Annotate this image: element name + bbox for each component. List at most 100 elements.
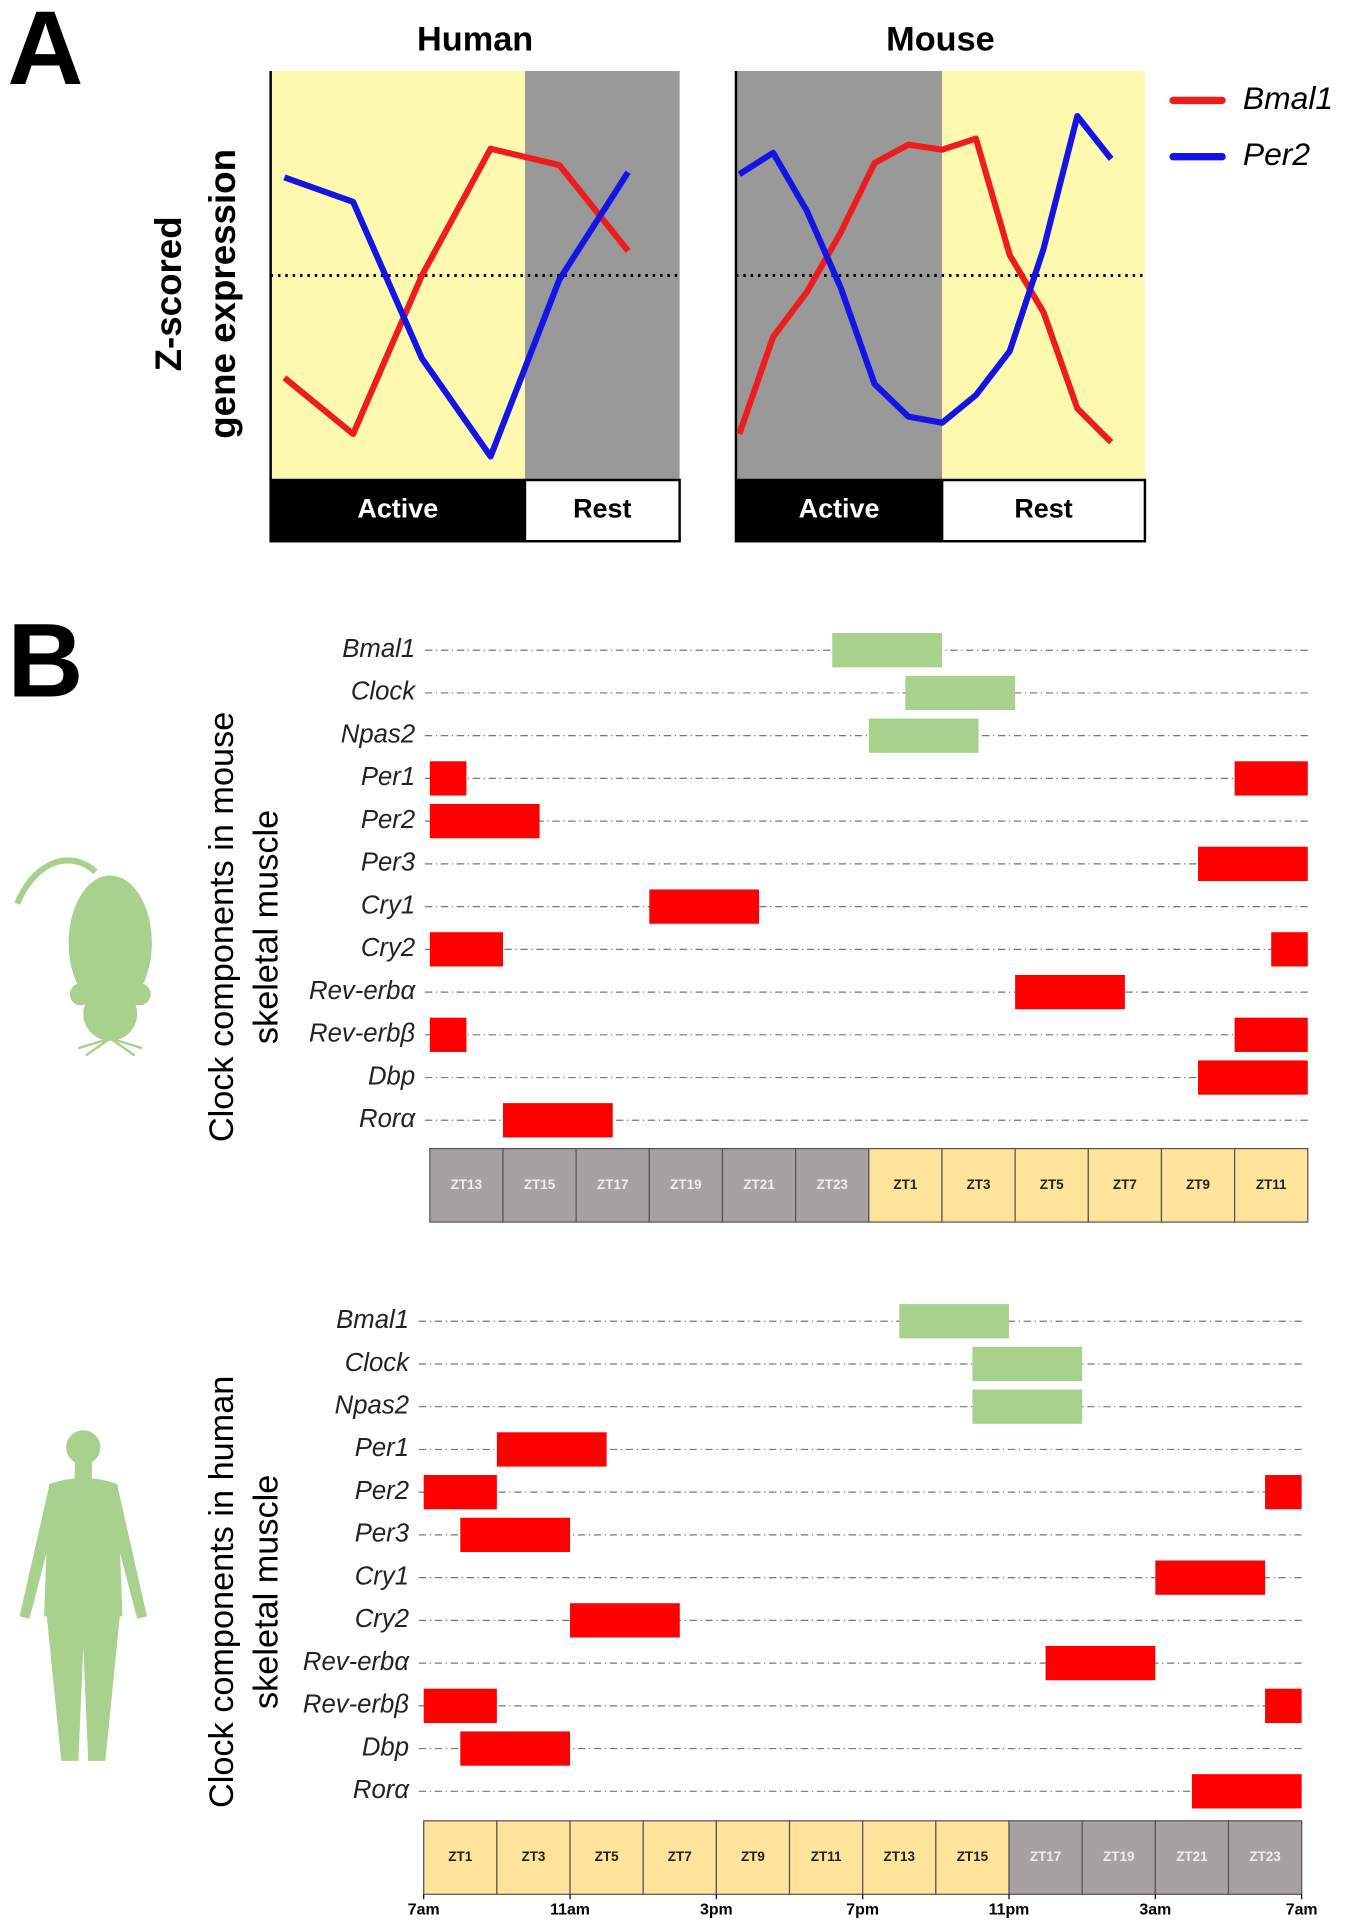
zt-cell xyxy=(1014,1147,1089,1223)
gene-label: Dbp xyxy=(362,1733,409,1761)
gene-label: Cry1 xyxy=(355,1562,409,1590)
gene-label: Rev-erbβ xyxy=(309,1020,415,1048)
chart-title: Human xyxy=(417,21,533,59)
phase-bar xyxy=(734,478,944,543)
zt-cell xyxy=(575,1147,650,1223)
zt-label: ZT9 xyxy=(741,1849,765,1864)
y-axis-label: Z-scored xyxy=(148,216,189,371)
gene-label: Rorα xyxy=(359,1105,416,1133)
expression-bar xyxy=(460,1731,571,1766)
x-tick-label: 7am xyxy=(408,1901,440,1918)
expression-bar xyxy=(1234,761,1308,796)
phase-label: Active xyxy=(357,494,438,524)
phase-bar xyxy=(523,478,681,543)
x-tick-label: 11am xyxy=(550,1901,590,1918)
phase-label: Active xyxy=(799,494,880,524)
expression-bar xyxy=(899,1304,1010,1339)
zt-label: ZT1 xyxy=(893,1177,917,1192)
expression-bar xyxy=(423,1688,497,1723)
x-tick-label: 3pm xyxy=(700,1901,733,1918)
series-line xyxy=(283,170,631,460)
zt-cell xyxy=(648,1147,724,1223)
zt-label: ZT1 xyxy=(448,1849,472,1864)
y-axis-label: Clock components in mouse xyxy=(203,712,241,1142)
zt-label: ZT15 xyxy=(524,1177,556,1192)
gene-label: Per2 xyxy=(355,1477,409,1505)
phase-bar xyxy=(269,478,527,543)
zt-label: ZT9 xyxy=(1186,1177,1210,1192)
gene-label: Per2 xyxy=(361,806,415,834)
y-axis-label: skeletal muscle xyxy=(247,810,285,1044)
zt-label: ZT5 xyxy=(1040,1177,1064,1192)
gene-label: Per3 xyxy=(355,1520,410,1548)
zt-label: ZT7 xyxy=(1113,1177,1137,1192)
zt-label: ZT3 xyxy=(967,1177,991,1192)
expression-bar xyxy=(429,1017,467,1052)
gene-label: Rev-erbα xyxy=(303,1648,410,1676)
y-axis-label: skeletal muscle xyxy=(247,1475,285,1709)
zt-label: ZT11 xyxy=(1256,1177,1287,1192)
expression-bar xyxy=(1271,932,1308,967)
expression-bar xyxy=(832,633,942,668)
phase-label: Rest xyxy=(573,494,631,524)
expression-bar xyxy=(1198,1060,1308,1095)
expression-bar xyxy=(905,675,1016,711)
phase-label: Rest xyxy=(1014,494,1072,524)
expression-bar xyxy=(1198,846,1308,882)
phase-bar xyxy=(940,478,1147,543)
legend-label: Per2 xyxy=(1243,136,1311,172)
zt-label: ZT21 xyxy=(743,1177,775,1192)
gene-label: Cry1 xyxy=(361,891,415,919)
zt-cell xyxy=(569,1820,644,1895)
zt-cell xyxy=(721,1147,797,1223)
panel-label: A xyxy=(7,0,83,107)
zt-cell xyxy=(423,1820,498,1895)
mouse-icon xyxy=(14,857,152,1057)
gene-label: Per3 xyxy=(361,849,416,877)
gene-label: Dbp xyxy=(368,1062,415,1090)
zt-label: ZT23 xyxy=(817,1177,848,1192)
zt-label: ZT17 xyxy=(1030,1849,1061,1864)
human-icon xyxy=(19,1430,147,1761)
zt-cell xyxy=(429,1147,504,1223)
y-axis-label: gene expression xyxy=(202,149,243,439)
zt-label: ZT11 xyxy=(811,1849,842,1864)
zt-cell xyxy=(868,1147,943,1223)
gene-label: Npas2 xyxy=(335,1391,409,1419)
expression-bar xyxy=(1191,1774,1302,1809)
zt-cell xyxy=(715,1820,791,1895)
series-line xyxy=(736,135,1114,445)
gene-label: Rev-erbβ xyxy=(303,1691,409,1719)
gene-label: Rorα xyxy=(353,1776,410,1804)
expression-bar xyxy=(972,1346,1083,1382)
zt-label: ZT21 xyxy=(1176,1849,1208,1864)
zt-cell xyxy=(1087,1147,1163,1223)
zt-cell xyxy=(795,1147,870,1223)
zt-cell xyxy=(862,1820,937,1895)
zt-cell xyxy=(1154,1820,1230,1895)
zt-label: ZT15 xyxy=(957,1849,989,1864)
y-axis-label: Clock components in human xyxy=(203,1376,241,1808)
x-tick-label: 7pm xyxy=(846,1901,879,1918)
zt-cell xyxy=(1160,1147,1236,1223)
legend-label: Bmal1 xyxy=(1243,80,1333,116)
gene-label: Per1 xyxy=(361,763,415,791)
gene-label: Bmal1 xyxy=(336,1306,409,1334)
x-tick-label: 7am xyxy=(1286,1901,1318,1918)
gene-label: Bmal1 xyxy=(342,635,415,663)
gene-label: Cry2 xyxy=(355,1605,409,1633)
zt-label: ZT19 xyxy=(670,1177,701,1192)
zt-cell xyxy=(941,1147,1016,1223)
zt-cell xyxy=(1008,1820,1083,1895)
x-tick-label: 3am xyxy=(1139,1901,1171,1918)
zt-cell xyxy=(502,1147,577,1223)
chart-title: Mouse xyxy=(886,21,995,59)
gene-label: Npas2 xyxy=(341,720,415,748)
expression-bar xyxy=(1265,1475,1302,1510)
zt-cell xyxy=(1227,1820,1303,1895)
zt-cell xyxy=(788,1820,864,1895)
zt-cell xyxy=(496,1820,571,1895)
zt-label: ZT19 xyxy=(1103,1849,1134,1864)
zt-cell xyxy=(1234,1147,1309,1223)
zt-label: ZT23 xyxy=(1249,1849,1280,1864)
